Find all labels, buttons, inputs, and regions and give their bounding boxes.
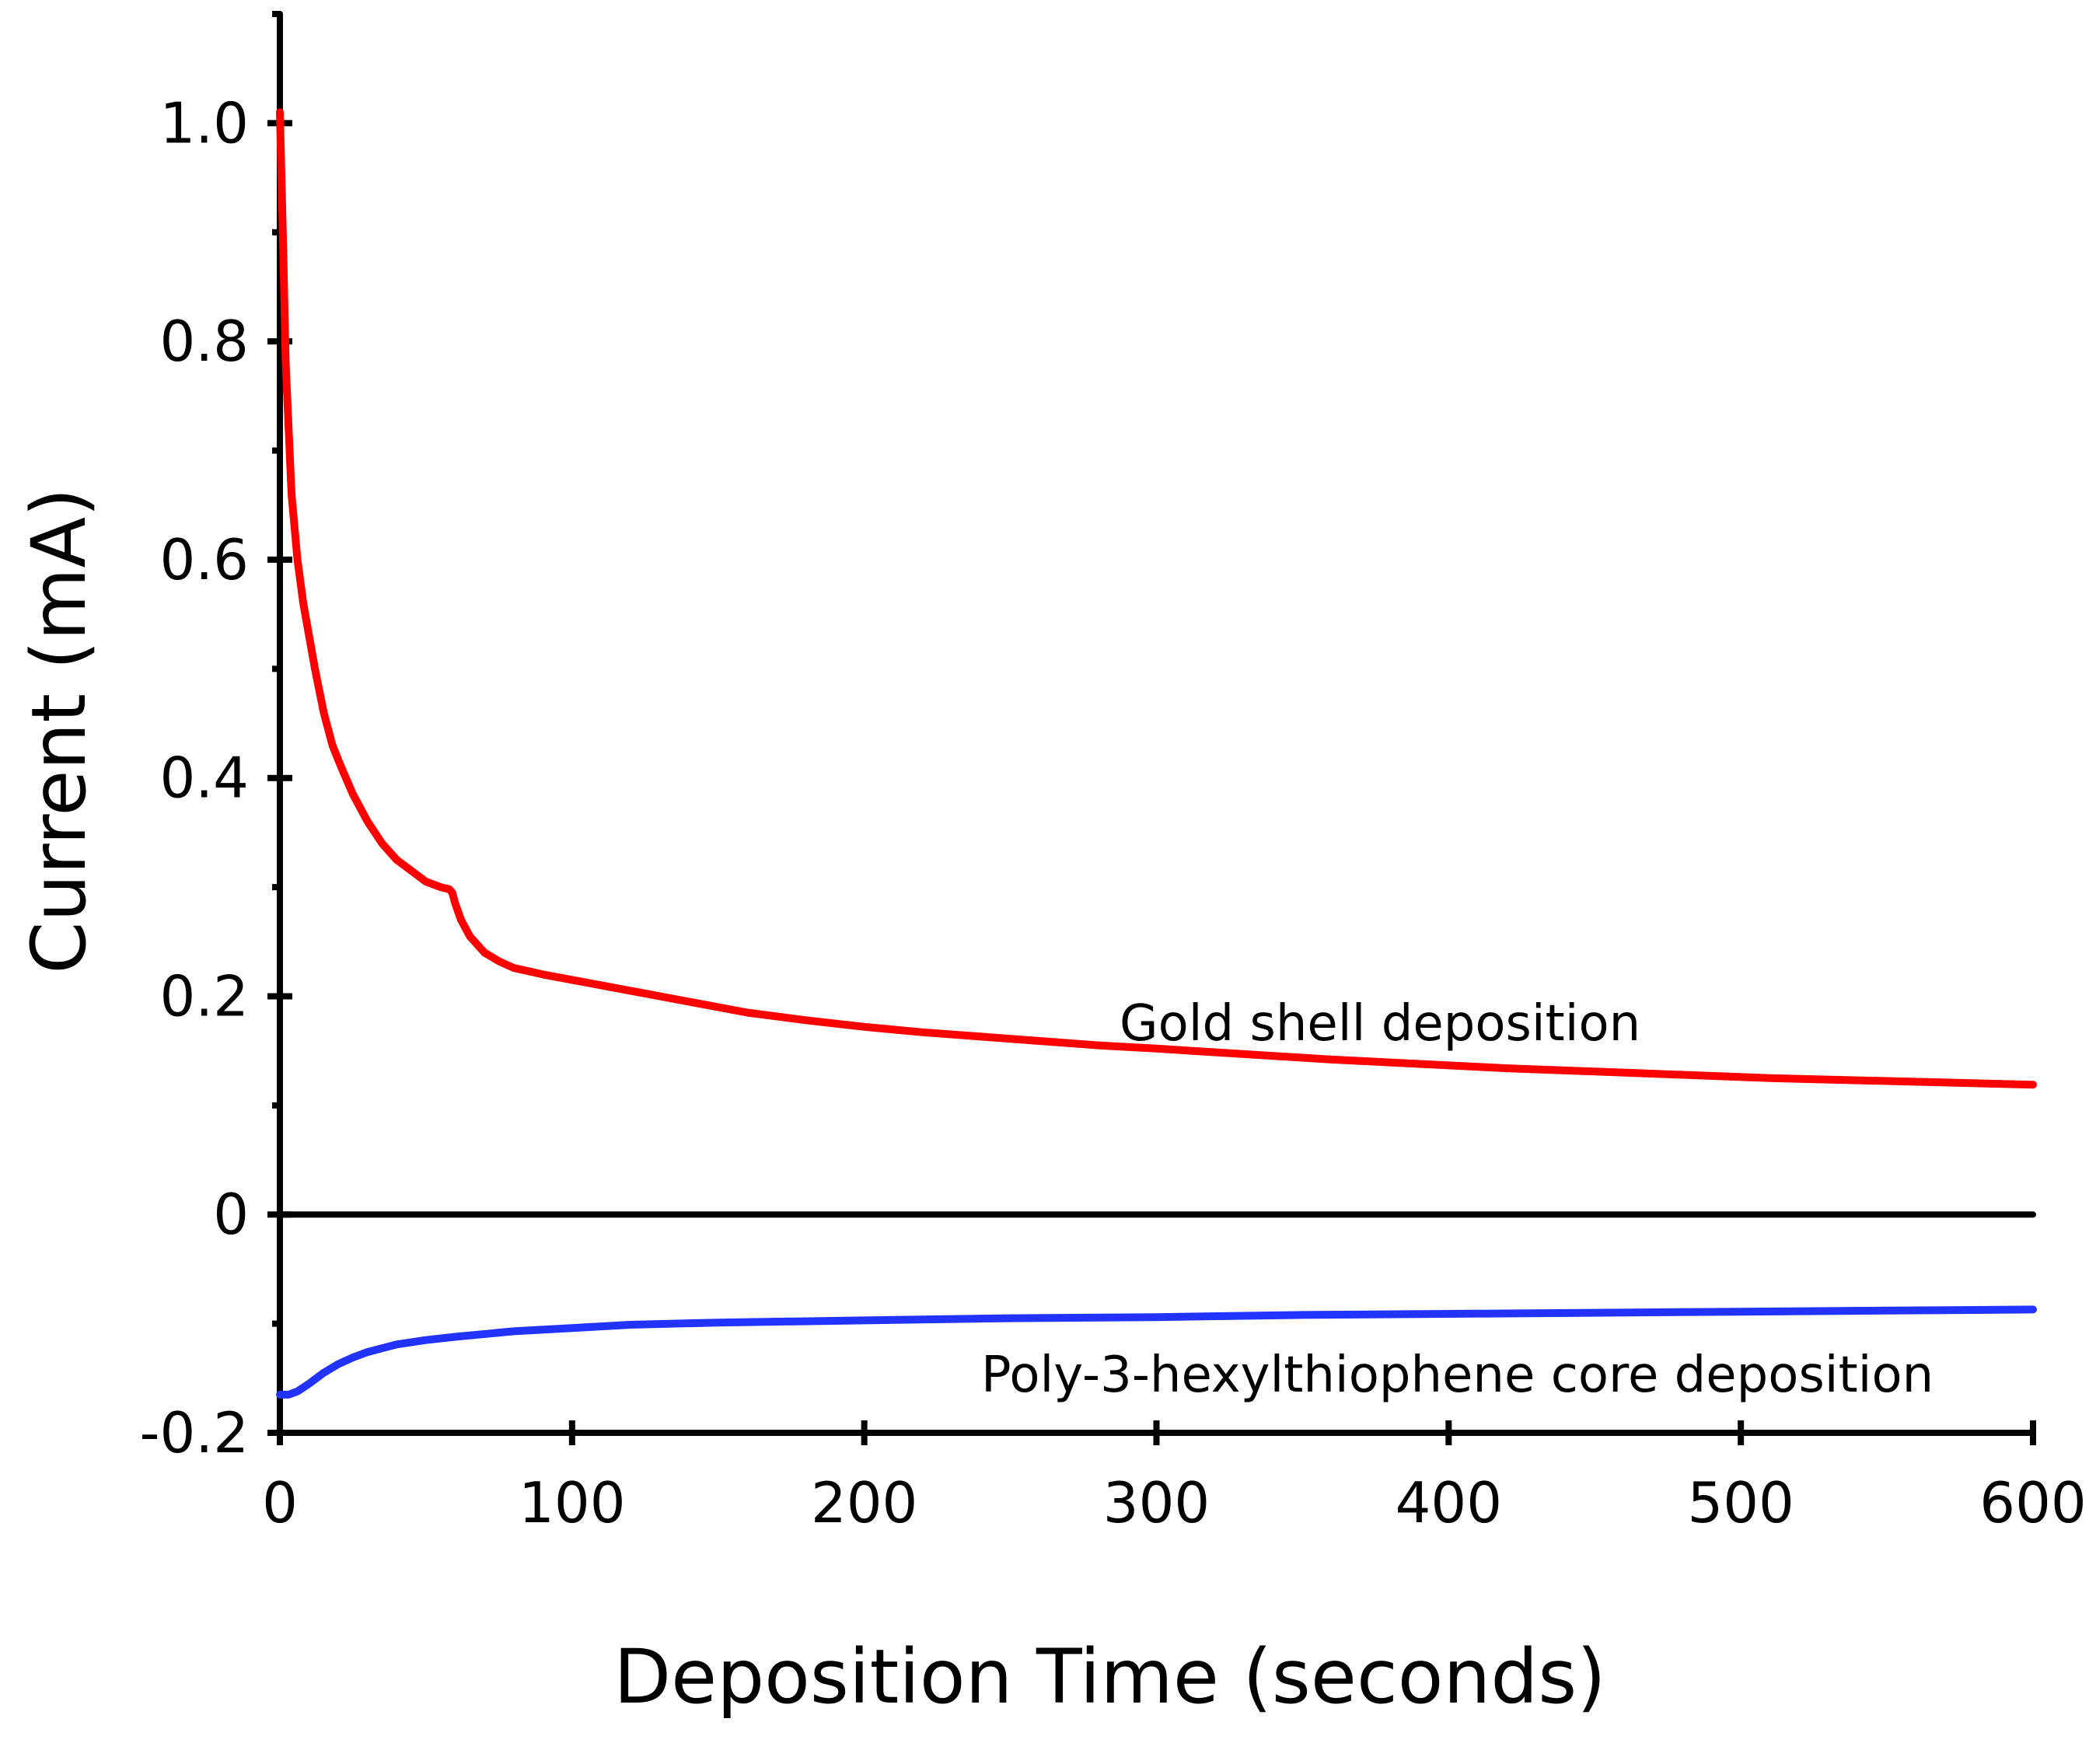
y-tick-label: 0	[213, 1182, 249, 1247]
x-tick-label: 200	[811, 1470, 917, 1535]
y-tick-label: 1.0	[159, 90, 249, 155]
axes	[277, 11, 2036, 1436]
axis-ticks	[267, 11, 2036, 1445]
data-series	[276, 108, 2037, 1399]
x-tick-label: 600	[1979, 1470, 2086, 1535]
x-axis-title: Deposition Time (seconds)	[613, 1633, 1606, 1720]
y-tick-label: -0.2	[140, 1400, 249, 1465]
y-axis-title: Current (mA)	[16, 487, 103, 973]
annotation-p3ht-core: Poly-3-hexylthiophene core deposition	[981, 1347, 1934, 1404]
x-tick-label: 100	[519, 1470, 625, 1535]
y-tick-label: 0.6	[159, 527, 249, 592]
x-tick-label: 300	[1103, 1470, 1210, 1535]
y-tick-label: 0.8	[159, 309, 249, 374]
series-line-1	[276, 1305, 2037, 1399]
x-tick-label: 400	[1396, 1470, 1502, 1535]
series-line-0	[276, 108, 2037, 1089]
tick-labels: -0.200.20.40.60.81.00 100 200 300 400 500 600	[140, 90, 2087, 1535]
annotation-gold-shell: Gold shell deposition	[1120, 995, 1640, 1053]
x-tick-label: 0	[262, 1470, 298, 1535]
y-tick-label: 0.4	[159, 746, 249, 811]
y-tick-label: 0.2	[159, 963, 249, 1029]
series-annotations: Gold shell deposition Poly-3-hexylthioph…	[981, 995, 1934, 1404]
x-tick-label: 500	[1687, 1470, 1794, 1535]
